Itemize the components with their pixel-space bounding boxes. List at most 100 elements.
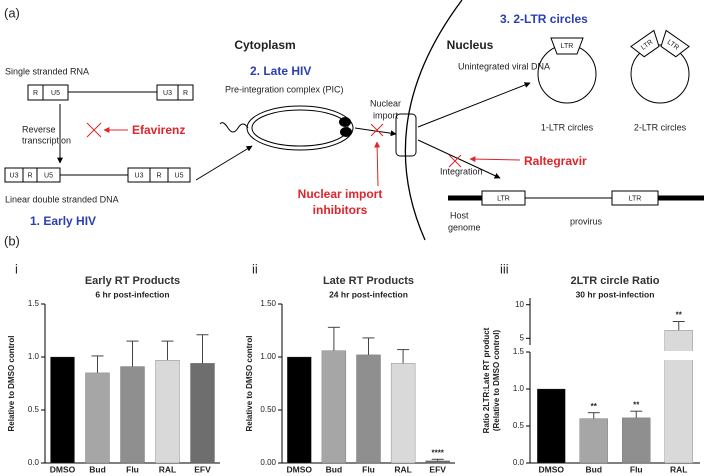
x-tick-label: RAL	[159, 464, 176, 474]
y-tick-label: 1.5	[28, 299, 40, 308]
circle-label: 1-LTR circles	[541, 122, 594, 132]
x-tick-label: EFV	[194, 464, 211, 474]
x-tick-label: RAL	[670, 464, 687, 474]
drug-label: Raltegravir	[524, 154, 587, 168]
block-x	[448, 154, 462, 168]
y-tick-label: 10	[515, 300, 524, 309]
box-label: LTR	[561, 43, 574, 50]
ltr-box	[660, 29, 690, 58]
pic-protein	[340, 127, 352, 137]
import-label: Nuclear	[370, 98, 401, 108]
ltr-box	[630, 29, 660, 58]
x-tick-label: Bud	[326, 464, 343, 474]
y-tick-label: 1.5	[513, 347, 525, 356]
y-axis-label: Relative to DMSO control	[245, 335, 254, 431]
chart-title: Late RT Products	[323, 275, 414, 287]
block-x	[370, 123, 384, 137]
provirus-label: provirus	[570, 216, 603, 226]
y-tick-label: 1.0	[28, 352, 40, 361]
box-label: U3	[163, 90, 172, 97]
significance: **	[676, 311, 683, 320]
arrow	[417, 139, 501, 179]
host-label: Host	[450, 210, 469, 220]
bar	[579, 418, 608, 464]
x-tick-label: DMSO	[539, 464, 565, 474]
x-tick-label: Flu	[630, 464, 643, 474]
chart-subtitle: 30 hr post-infection	[576, 289, 655, 299]
ltr-box	[481, 190, 526, 206]
arrow	[469, 156, 521, 163]
stage-label: 1. Early HIV	[30, 214, 96, 228]
x-tick-label: EFV	[429, 464, 446, 474]
dna-box	[36, 167, 61, 183]
y-axis-label: (Relative to DMSO control)	[492, 329, 501, 431]
x-tick-label: Flu	[362, 464, 375, 474]
bar	[50, 356, 75, 464]
stage-label: 3. 2-LTR circles	[500, 12, 588, 26]
bar	[85, 372, 110, 464]
x-tick-label: DMSO	[50, 464, 76, 474]
box-label: U5	[44, 172, 53, 179]
x-tick-label: DMSO	[287, 464, 313, 474]
y-tick-label: 0.0	[513, 458, 525, 467]
bar	[155, 360, 180, 464]
significance: **	[591, 402, 598, 411]
y-axis-label: Relative to DMSO control	[7, 335, 16, 431]
bar	[622, 417, 651, 464]
rna-box	[42, 84, 69, 101]
y-axis-label: Ratio 2LTR:Late RT product	[482, 327, 491, 433]
x-tick-label: Bud	[585, 464, 602, 474]
pic-tail	[219, 122, 249, 133]
chart-subtitle: 6 hr post-infection	[95, 289, 169, 299]
rt-label: transcription	[22, 135, 71, 145]
y-tick-label: 0.50	[260, 405, 276, 414]
bar	[190, 363, 215, 464]
nuclear-membrane	[404, 0, 463, 241]
nucleus-label: Nucleus	[447, 38, 494, 52]
box-label: R	[156, 172, 161, 179]
pic-protein	[339, 117, 351, 127]
y-tick-label: 5	[520, 333, 525, 342]
y-tick-label: 0.0	[28, 458, 40, 467]
box-label: LTR	[497, 195, 510, 202]
axis-break	[663, 351, 694, 360]
drug-label: Efavirenz	[132, 123, 185, 137]
box-label: R	[183, 90, 188, 97]
bar	[321, 350, 347, 464]
box-label: U5	[51, 90, 60, 97]
y-tick-label: 1.50	[260, 299, 276, 308]
ltr-box	[611, 190, 659, 206]
rt-label: Reverse	[22, 124, 56, 134]
box-label: R	[27, 172, 32, 179]
bar	[287, 356, 312, 464]
ltr-box	[550, 37, 584, 55]
significance: ****	[431, 448, 444, 457]
x-tick-label: Bud	[89, 464, 106, 474]
pic	[251, 109, 349, 147]
pic	[246, 105, 354, 151]
bar	[425, 460, 450, 464]
chart-title: 2LTR circle Ratio	[570, 275, 659, 287]
diagram: (a) Cytoplasm Nucleus Single stranded RN…	[4, 0, 704, 248]
bar	[120, 366, 145, 464]
stage-label: 2. Late HIV	[250, 64, 311, 78]
box-label: R	[33, 90, 38, 97]
rna-box	[177, 84, 194, 101]
circle	[630, 44, 690, 104]
y-tick-label: 1.0	[513, 384, 525, 393]
panel-label: (a)	[4, 5, 20, 20]
significance: **	[633, 400, 640, 409]
y-tick-label: 1.00	[260, 352, 276, 361]
bar	[664, 330, 693, 464]
drug-label: Nuclear import	[298, 187, 383, 201]
bar	[537, 388, 566, 464]
cytoplasm-label: Cytoplasm	[234, 38, 295, 52]
box-label: U5	[175, 172, 184, 179]
circle-label: 2-LTR circles	[634, 122, 687, 132]
panel-numeral: i	[15, 261, 18, 276]
pic-label: Pre-integration complex (PIC)	[225, 84, 344, 94]
host-label: genome	[448, 222, 481, 232]
unintegrated-label: Unintegrated viral DNA	[458, 61, 550, 71]
arrow	[374, 141, 381, 187]
